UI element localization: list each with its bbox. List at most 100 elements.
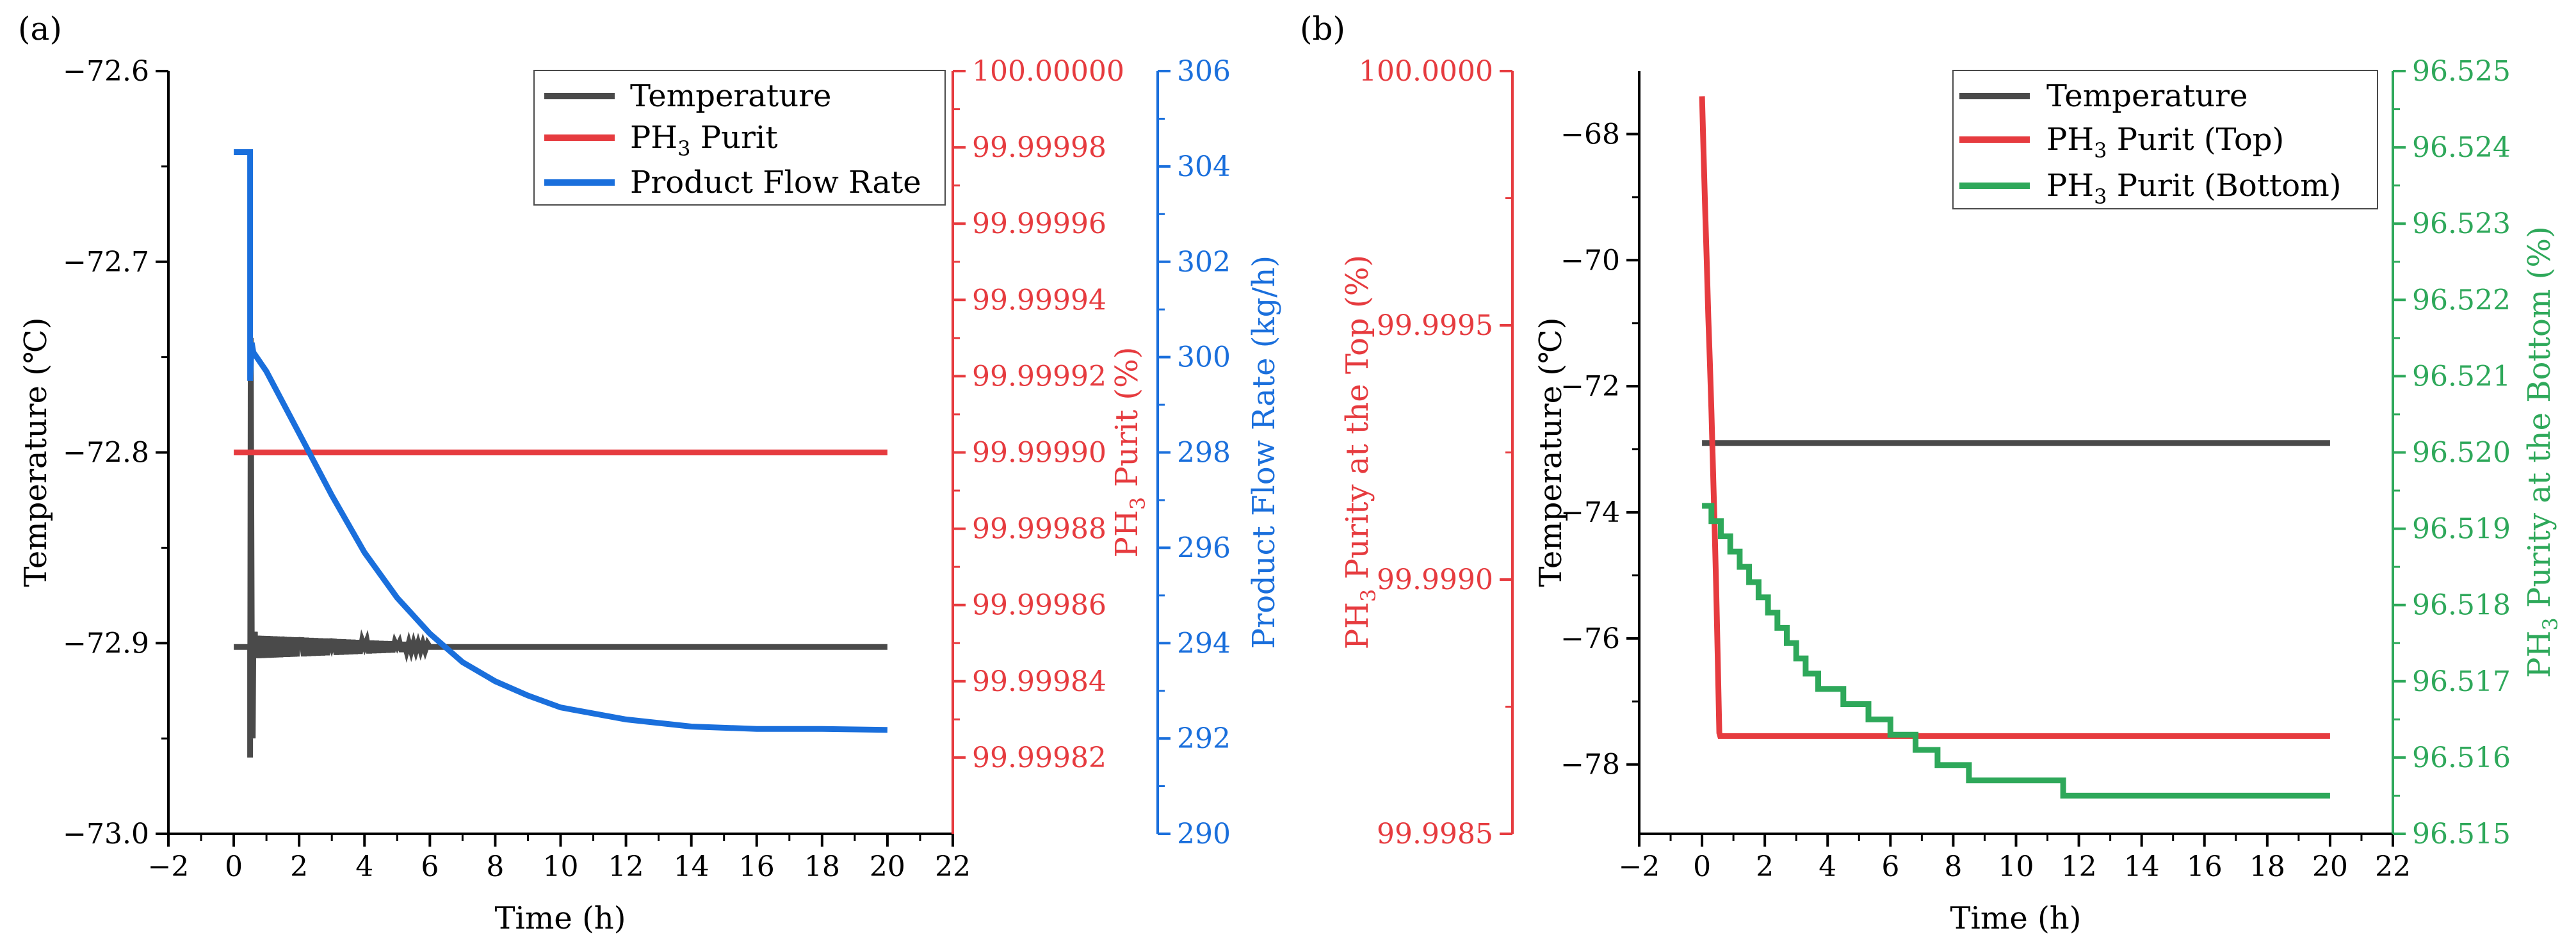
panel-b-series-bottom-purity bbox=[1702, 503, 2330, 799]
panel-b-left-label: Temperature (℃) bbox=[1533, 318, 1569, 587]
panel-a-legend-purity-label: PH3 Purit bbox=[630, 120, 778, 161]
panel-b-x-ticks: −2 0 2 4 6 8 10 12 14 16 18 20 22 bbox=[1619, 834, 2411, 883]
panel-b-bottom-purity-tick-label: 96.525 bbox=[2412, 55, 2511, 88]
panel-a-purity-tick-label: 99.99998 bbox=[972, 131, 1106, 164]
panel-b-bottom-purity-label: PH3 Purity at the Bottom (%) bbox=[2522, 226, 2563, 678]
panel-a-flow-tick-label: 298 bbox=[1177, 437, 1231, 469]
panel-a-purity-ticks: 99.99982 99.99984 99.99986 99.99988 99.99990… bbox=[953, 55, 1124, 774]
panel-a-left-tick-label: −72.8 bbox=[63, 437, 149, 469]
panel-a-purity-tick-label: 99.99994 bbox=[972, 284, 1106, 316]
panel-a-x-tick-label: 18 bbox=[804, 850, 840, 883]
panel-b-top-purity-tick-label: 99.9990 bbox=[1377, 564, 1493, 596]
panel-b-x-tick-label: 6 bbox=[1881, 850, 1899, 883]
panel-a-purity-tick-label: 100.00000 bbox=[972, 55, 1124, 88]
panel-b-x-tick-label: 20 bbox=[2312, 850, 2348, 883]
panel-a-left-tick-label: −72.7 bbox=[63, 246, 149, 279]
panel-a-series-temperature bbox=[234, 337, 887, 758]
panel-b-top-purity-tick-label: 99.9985 bbox=[1377, 818, 1493, 850]
panel-b-x-tick-label: 12 bbox=[2061, 850, 2097, 883]
panel-b-bottom-purity-tick-label: 96.523 bbox=[2412, 207, 2511, 240]
panel-a-purity-tick-label: 99.99984 bbox=[972, 665, 1106, 698]
panel-a-x-label: Time (h) bbox=[495, 900, 626, 936]
panel-b-x-tick-label: 14 bbox=[2124, 850, 2160, 883]
panel-a-x-tick-label: 2 bbox=[290, 850, 308, 883]
panel-a-x-tick-label: 12 bbox=[608, 850, 644, 883]
panel-b-left-tick-label: −70 bbox=[1560, 244, 1620, 277]
panel-b-legend-temperature-label: Temperature bbox=[2046, 78, 2248, 114]
panel-a-left-tick-label: −72.9 bbox=[63, 627, 149, 660]
panel-b-top-purity-tick-label: 99.9995 bbox=[1377, 309, 1493, 342]
panel-b-left-tick-label: −76 bbox=[1560, 622, 1620, 655]
panel-a-flow-tick-label: 304 bbox=[1177, 150, 1231, 183]
panel-a-x-tick-label: −2 bbox=[148, 850, 190, 883]
panel-a-purity-tick-label: 99.99986 bbox=[972, 589, 1106, 622]
panel-b-legend-top-label: PH3 Purit (Top) bbox=[2046, 122, 2284, 163]
panel-b-x-tick-label: 10 bbox=[1998, 850, 2034, 883]
panel-a-flow-tick-label: 306 bbox=[1177, 55, 1231, 88]
panel-b-x-tick-label: 2 bbox=[1756, 850, 1774, 883]
panel-b-bottom-purity-tick-label: 96.520 bbox=[2412, 437, 2511, 469]
panel-b-left-tick-label: −68 bbox=[1560, 118, 1620, 150]
panel-a-purity-tick-label: 99.99982 bbox=[972, 742, 1106, 774]
panel-b-label: (b) bbox=[1300, 10, 1345, 47]
panel-a-purity-label: PH3 Purit (%) bbox=[1109, 347, 1150, 558]
panel-b-top-purity-tick-label: 100.0000 bbox=[1359, 55, 1493, 88]
panel-b-legend-bottom-label: PH3 Purit (Bottom) bbox=[2046, 168, 2341, 209]
panel-a-flow-ticks: 290 292 294 296 298 300 302 304 306 bbox=[1158, 55, 1231, 850]
panel-b-x-tick-label: 18 bbox=[2249, 850, 2285, 883]
panel-b-bottom-purity-ticks: 96.515 96.516 96.517 96.518 96.519 96.520 96.5… bbox=[2393, 55, 2511, 850]
panel-b-x-tick-label: −2 bbox=[1619, 850, 1660, 883]
panel-a-left-label: Temperature (℃) bbox=[18, 318, 54, 587]
panel-b-bottom-purity-tick-label: 96.524 bbox=[2412, 131, 2511, 164]
panel-b-bottom-purity-tick-label: 96.522 bbox=[2412, 284, 2511, 316]
panel-a-flow-tick-label: 296 bbox=[1177, 532, 1231, 564]
panel-a-flow-tick-label: 302 bbox=[1177, 246, 1231, 279]
panel-b-left-tick-label: −78 bbox=[1560, 749, 1620, 781]
panel-a-x-ticks: −2 0 2 4 6 8 10 12 14 16 18 20 22 bbox=[148, 834, 971, 883]
panel-b-top-purity-ticks: 99.9985 99.9990 99.9995 100.0000 bbox=[1359, 55, 1512, 850]
panel-a-purity-tick-label: 99.99990 bbox=[972, 437, 1106, 469]
panel-a-flow-tick-label: 292 bbox=[1177, 722, 1231, 755]
panel-a-flow-tick-label: 300 bbox=[1177, 341, 1231, 374]
panel-b-x-tick-label: 22 bbox=[2375, 850, 2411, 883]
panel-a-x-tick-label: 10 bbox=[543, 850, 579, 883]
panel-b-x-tick-label: 16 bbox=[2187, 850, 2223, 883]
panel-a-x-tick-label: 0 bbox=[225, 850, 243, 883]
panel-a-series bbox=[234, 149, 887, 758]
panel-b-x-tick-label: 0 bbox=[1693, 850, 1711, 883]
panel-b-top-purity-label: PH3 Purity at the Top (%) bbox=[1340, 255, 1381, 649]
panel-b-left-ticks: −78 −76 −74 −72 −70 −68 bbox=[1560, 118, 1639, 781]
panel-a-x-tick-label: 20 bbox=[870, 850, 905, 883]
panel-b-left-tick-label: −74 bbox=[1560, 496, 1620, 529]
panel-a-legend-temperature-label: Temperature bbox=[630, 78, 831, 114]
panel-a-flow-tick-label: 290 bbox=[1177, 818, 1231, 850]
panel-b-bottom-purity-tick-label: 96.519 bbox=[2412, 513, 2511, 546]
panel-a-x-tick-label: 6 bbox=[421, 850, 439, 883]
panel-b-x-tick-label: 4 bbox=[1819, 850, 1836, 883]
panel-a-legend: Temperature PH3 Purit Product Flow Rate bbox=[533, 70, 946, 206]
panel-b-x-tick-label: 8 bbox=[1944, 850, 1962, 883]
panel-a-x-tick-label: 16 bbox=[739, 850, 775, 883]
panel-a-left-ticks: −73.0 −72.9 −72.8 −72.7 −72.6 bbox=[63, 55, 168, 850]
panel-a-label: (a) bbox=[18, 10, 62, 47]
panel-a-series-flow bbox=[234, 149, 887, 733]
panel-b-series bbox=[1699, 96, 2330, 799]
panel-a-flow-tick-label: 294 bbox=[1177, 627, 1231, 660]
panel-a-x-tick-label: 8 bbox=[486, 850, 504, 883]
panel-a-x-tick-label: 4 bbox=[355, 850, 373, 883]
panel-a-purity-tick-label: 99.99988 bbox=[972, 513, 1106, 546]
panel-a-flow-label: Product Flow Rate (kg/h) bbox=[1246, 256, 1282, 649]
panel-b: (b) −2 0 2 4 6 8 10 12 14 16 18 20 22 −78−76−74−72−7… bbox=[1300, 10, 2563, 936]
panel-b-legend: Temperature PH3 Purit (Top) PH3 Purit (B… bbox=[1952, 70, 2378, 209]
panel-a-purity-tick-label: 99.99992 bbox=[972, 360, 1106, 393]
panel-b-bottom-purity-tick-label: 96.521 bbox=[2412, 360, 2511, 393]
panel-b-x-label: Time (h) bbox=[1950, 900, 2082, 936]
panel-b-bottom-purity-tick-label: 96.518 bbox=[2412, 589, 2511, 622]
panel-a-left-tick-label: −73.0 bbox=[63, 818, 149, 850]
panel-b-bottom-purity-tick-label: 96.515 bbox=[2412, 818, 2511, 850]
panel-a: (a) −2 0 2 4 6 8 10 12 14 16 18 20 22 −73.0 −72.9 −72.… bbox=[18, 10, 1282, 936]
panel-b-series-purity bbox=[1699, 96, 2330, 739]
panel-b-left-tick-label: −72 bbox=[1560, 370, 1620, 403]
panel-b-bottom-purity-tick-label: 96.517 bbox=[2412, 665, 2511, 698]
